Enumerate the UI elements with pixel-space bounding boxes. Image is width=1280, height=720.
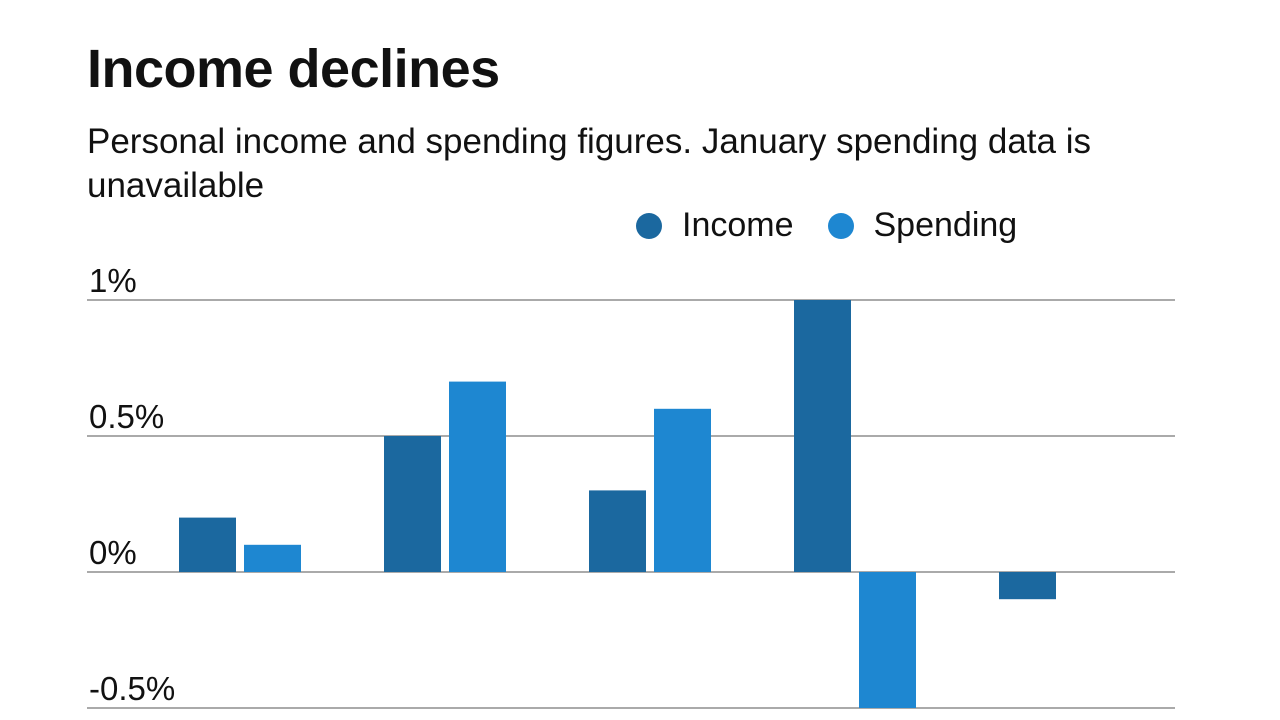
bar-income [179,517,236,572]
legend-label-income: Income [682,206,794,244]
legend: Income Spending [636,206,1051,245]
legend-swatch-spending [827,212,854,239]
chart-subtitle: Personal income and spending figures. Ja… [87,122,1091,205]
bar-income [999,572,1056,600]
y-tick-label: -0.5% [89,670,175,707]
x-tick-label: Oct. [412,713,478,720]
bar-spending [449,381,506,572]
legend-item-spending: Spending [827,206,1018,245]
bar-income [794,300,851,572]
bar-income [589,490,646,572]
bar-spending [859,572,916,708]
chart-title: Income declines [87,39,500,99]
legend-item-income: Income [636,206,794,245]
legend-label-spending: Spending [873,206,1018,244]
y-tick-label: 1% [89,262,137,299]
bar-income [384,436,441,572]
y-tick-label: 0.5% [89,398,164,435]
bar-spending [654,408,711,572]
x-tick-label: Nov. [614,713,685,720]
x-tick-label: Dec. [818,713,892,720]
y-tick-label: 0% [89,534,137,571]
x-tick-label: Jan. [1026,713,1094,720]
x-tick-label: Sept. [198,713,282,720]
bar-spending [244,544,301,572]
legend-swatch-income [636,212,662,239]
